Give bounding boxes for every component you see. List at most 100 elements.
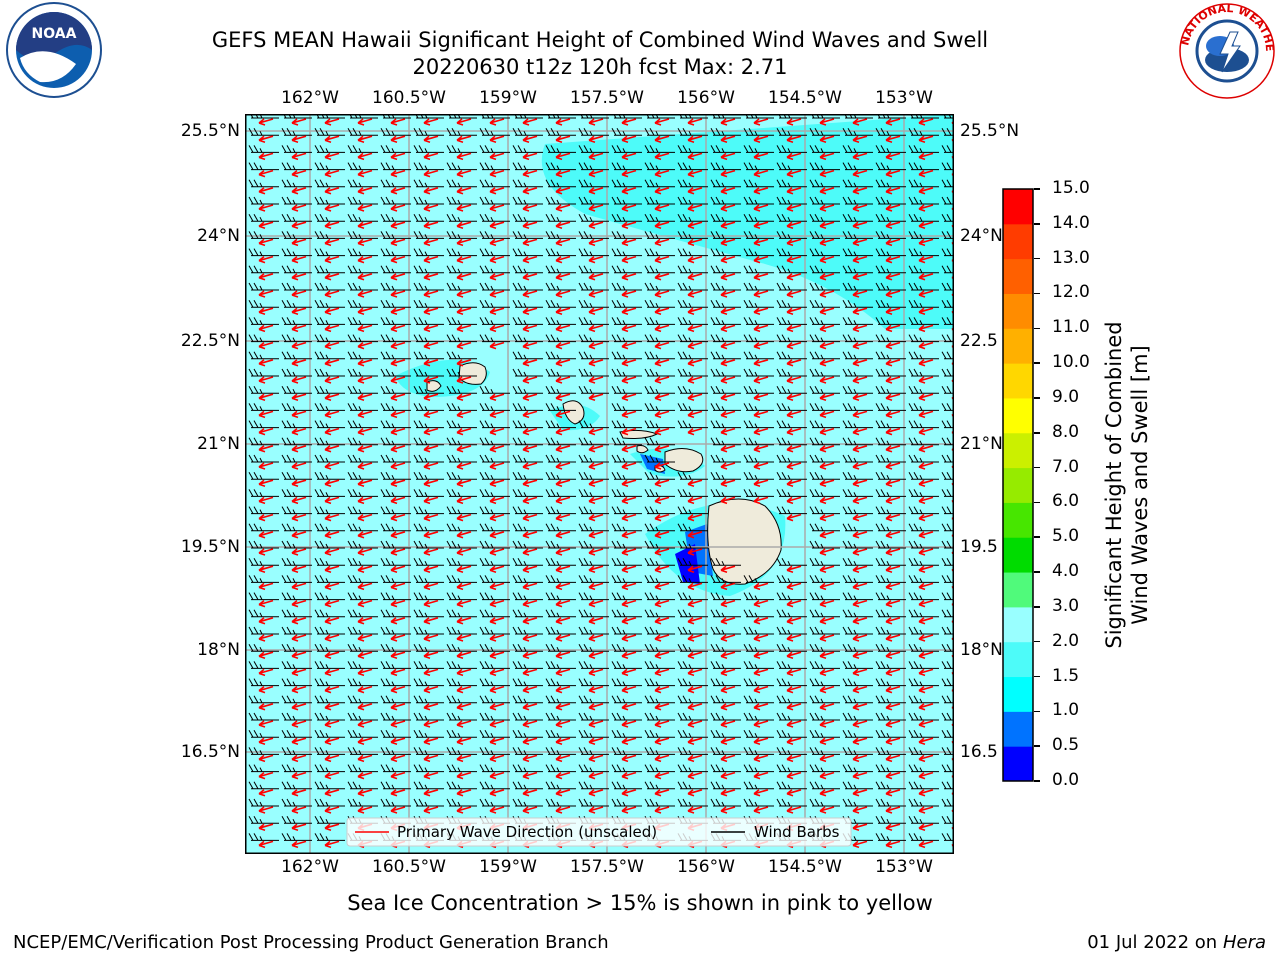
wind-barb xyxy=(578,798,609,807)
wave-direction-arrow xyxy=(753,341,769,350)
wave-direction-arrow xyxy=(357,307,373,315)
wind-barb xyxy=(314,334,345,343)
wind-barb xyxy=(644,368,675,377)
wave-direction-arrow xyxy=(456,617,472,625)
wind-barb xyxy=(710,575,741,583)
wind-barb xyxy=(512,747,543,755)
wind-barb xyxy=(578,248,609,257)
wind-barb xyxy=(248,592,279,601)
wave-direction-arrow xyxy=(753,789,769,797)
wave-direction-arrow xyxy=(819,152,835,161)
wind-barb xyxy=(644,575,675,583)
wave-direction-arrow xyxy=(555,737,571,745)
lon-tick-label: 159°W xyxy=(479,88,537,108)
colorbar-segment xyxy=(1003,572,1033,608)
wave-direction-arrow xyxy=(687,221,703,229)
wave-direction-arrow xyxy=(291,290,307,298)
wave-direction-arrow xyxy=(390,238,406,247)
wave-direction-arrow xyxy=(258,427,274,436)
wave-direction-arrow xyxy=(852,169,868,178)
map-panel: Primary Wave Direction (unscaled) Wind B… xyxy=(245,114,954,854)
wind-barb xyxy=(710,712,741,721)
wind-barb xyxy=(479,489,510,497)
wave-direction-arrow xyxy=(852,513,868,522)
wind-barb xyxy=(347,626,378,635)
wave-direction-arrow xyxy=(258,651,274,659)
wind-barb xyxy=(710,179,741,188)
wind-barb xyxy=(347,764,378,773)
wave-direction-arrow xyxy=(324,634,340,642)
wave-direction-arrow xyxy=(456,187,472,195)
wave-direction-arrow xyxy=(456,324,472,333)
wind-barb xyxy=(281,575,312,583)
wind-barb xyxy=(512,729,543,738)
wave-direction-arrow xyxy=(522,531,538,539)
wave-direction-arrow xyxy=(654,685,670,694)
wave-direction-arrow xyxy=(390,634,406,642)
wind-barb xyxy=(314,575,345,583)
wave-direction-arrow xyxy=(555,204,571,212)
wave-direction-arrow xyxy=(819,238,835,247)
wind-barb xyxy=(941,265,954,274)
wind-barb xyxy=(743,127,774,136)
wave-direction-arrow xyxy=(489,204,505,212)
wind-barb xyxy=(710,557,741,566)
wave-direction-arrow xyxy=(720,376,736,384)
wind-barb xyxy=(710,299,741,308)
wind-barb xyxy=(644,506,675,515)
wave-direction-arrow xyxy=(621,617,637,625)
wind-barb xyxy=(314,403,345,411)
wind-barb xyxy=(809,609,840,618)
wind-barb xyxy=(380,489,411,497)
wave-direction-arrow xyxy=(885,806,901,814)
wave-direction-arrow xyxy=(522,685,538,694)
wind-barb xyxy=(446,712,477,721)
wind-barb xyxy=(743,471,774,480)
wave-direction-arrow xyxy=(786,238,802,247)
wind-barb xyxy=(842,454,873,463)
wind-barb xyxy=(578,299,609,308)
wave-direction-arrow xyxy=(423,376,439,384)
wave-direction-arrow xyxy=(324,290,340,298)
wave-direction-arrow xyxy=(687,376,703,384)
wind-barb xyxy=(281,764,312,773)
wave-direction-arrow xyxy=(786,806,802,814)
wave-direction-arrow xyxy=(918,376,934,384)
wind-barb xyxy=(248,213,279,222)
wave-direction-arrow xyxy=(885,754,901,763)
wave-direction-arrow xyxy=(489,617,505,625)
wind-barb xyxy=(908,162,939,171)
wind-barb xyxy=(644,265,675,274)
wind-barb xyxy=(743,317,774,325)
wave-direction-arrow xyxy=(291,221,307,229)
wave-direction-arrow xyxy=(852,754,868,763)
wind-barb xyxy=(611,437,642,446)
wind-barb xyxy=(908,523,939,532)
wave-direction-arrow xyxy=(390,290,406,298)
wind-barb xyxy=(710,661,741,669)
wind-barb xyxy=(941,127,954,136)
wave-direction-arrow xyxy=(753,135,769,143)
footer-date: 01 Jul 2022 on Hera xyxy=(1087,932,1266,953)
colorbar-tick-label: 2.0 xyxy=(1052,630,1080,651)
wave-direction-arrow xyxy=(456,462,472,470)
wind-barb xyxy=(248,729,279,738)
wind-barb xyxy=(611,351,642,360)
wind-barb xyxy=(545,592,576,601)
wave-direction-arrow xyxy=(258,238,274,247)
wind-barb xyxy=(644,437,675,446)
wave-direction-arrow xyxy=(654,341,670,350)
wave-direction-arrow xyxy=(324,324,340,333)
wave-direction-arrow xyxy=(258,118,274,126)
wind-barb xyxy=(347,127,378,136)
wind-barb xyxy=(776,162,807,171)
wave-direction-arrow xyxy=(258,324,274,333)
wind-barb xyxy=(677,695,708,704)
wind-barb xyxy=(479,575,510,583)
wind-barb xyxy=(380,351,411,360)
wave-direction-arrow xyxy=(753,737,769,745)
wind-barb xyxy=(479,592,510,601)
wave-direction-arrow xyxy=(852,565,868,573)
wind-barb xyxy=(380,162,411,171)
wave-direction-arrow xyxy=(852,427,868,436)
